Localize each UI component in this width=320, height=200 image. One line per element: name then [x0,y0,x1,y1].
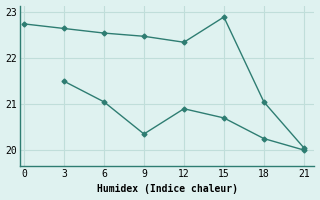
X-axis label: Humidex (Indice chaleur): Humidex (Indice chaleur) [97,184,238,194]
